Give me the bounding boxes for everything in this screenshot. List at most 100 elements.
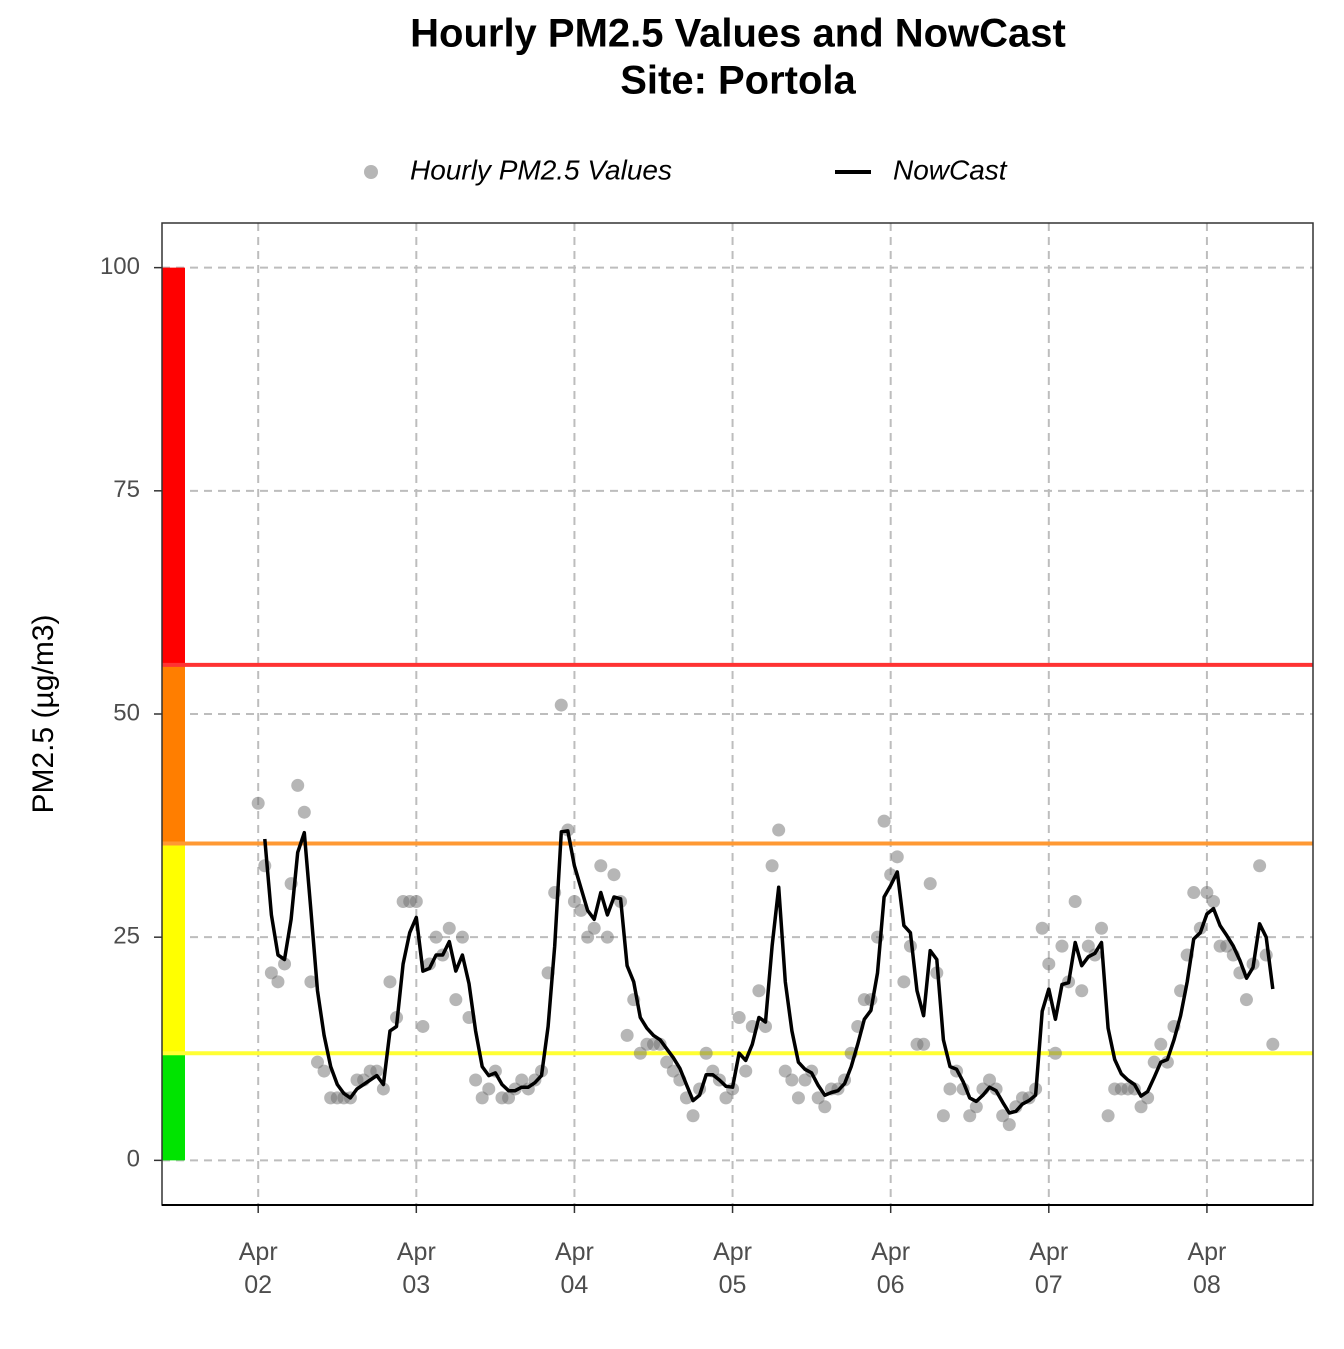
y-tick-label: 75 bbox=[113, 476, 140, 503]
data-point bbox=[607, 868, 621, 882]
legend-symbol bbox=[364, 165, 378, 179]
line bbox=[263, 829, 1275, 1115]
x-tick-label: Apr 08 bbox=[1187, 1238, 1227, 1299]
data-point bbox=[574, 903, 588, 917]
data-point bbox=[600, 930, 614, 944]
legend-label: Hourly PM2.5 Values bbox=[410, 154, 672, 185]
data-point bbox=[376, 1082, 390, 1096]
data-point bbox=[1266, 1037, 1280, 1051]
data-point bbox=[778, 1064, 792, 1078]
data-point bbox=[811, 1091, 825, 1105]
data-point bbox=[620, 1028, 634, 1042]
data-point bbox=[1154, 1037, 1168, 1051]
data-point bbox=[297, 805, 311, 819]
data-point bbox=[482, 1082, 496, 1096]
data-point bbox=[1002, 1118, 1016, 1132]
data-point bbox=[969, 1100, 983, 1114]
data-point bbox=[594, 859, 608, 873]
data-point bbox=[251, 796, 265, 810]
data-point bbox=[554, 698, 568, 712]
data-point bbox=[370, 1064, 384, 1078]
data-point bbox=[1095, 921, 1109, 935]
data-point bbox=[739, 1064, 753, 1078]
data-point bbox=[1042, 957, 1056, 971]
data-point bbox=[890, 850, 904, 864]
aqi-band bbox=[162, 1053, 185, 1161]
data-point bbox=[923, 877, 937, 891]
y-tick-label: 0 bbox=[127, 1146, 140, 1173]
data-point bbox=[409, 894, 423, 908]
data-point bbox=[1134, 1100, 1148, 1114]
data-point bbox=[936, 1109, 950, 1123]
data-point bbox=[502, 1091, 516, 1105]
data-point bbox=[1207, 894, 1221, 908]
data-point bbox=[271, 975, 285, 989]
data-point bbox=[699, 1046, 713, 1060]
data-point bbox=[442, 921, 456, 935]
data-point bbox=[383, 975, 397, 989]
data-point bbox=[310, 1055, 324, 1069]
y-tick-label: 50 bbox=[113, 699, 140, 726]
data-point bbox=[1035, 921, 1049, 935]
data-point bbox=[581, 930, 595, 944]
data-point bbox=[660, 1055, 674, 1069]
data-point bbox=[963, 1109, 977, 1123]
y-tick-label: 100 bbox=[100, 253, 140, 280]
data-point bbox=[1147, 1055, 1161, 1069]
data-point bbox=[752, 984, 766, 998]
data-point bbox=[633, 1046, 647, 1060]
data-point bbox=[1160, 1055, 1174, 1069]
y-axis-label: PM2.5 (µg/m3) bbox=[27, 615, 60, 814]
data-point bbox=[587, 921, 601, 935]
legend-label: NowCast bbox=[893, 154, 1008, 185]
data-point bbox=[429, 930, 443, 944]
data-point bbox=[449, 993, 463, 1007]
data-point bbox=[304, 975, 318, 989]
data-point bbox=[515, 1073, 529, 1087]
aqi-band bbox=[162, 267, 185, 665]
data-point bbox=[1075, 984, 1089, 998]
data-point bbox=[772, 823, 786, 837]
data-point bbox=[291, 778, 305, 792]
x-tick-label: Apr 03 bbox=[396, 1238, 436, 1299]
data-point bbox=[983, 1073, 997, 1087]
data-point bbox=[317, 1064, 331, 1078]
data-point bbox=[1068, 894, 1082, 908]
data-point bbox=[416, 1019, 430, 1033]
data-point bbox=[475, 1091, 489, 1105]
data-point bbox=[785, 1073, 799, 1087]
x-tick-label: Apr 04 bbox=[554, 1238, 594, 1299]
chart-title: Hourly PM2.5 Values and NowCast bbox=[410, 12, 1066, 56]
data-point bbox=[798, 1073, 812, 1087]
data-point bbox=[1055, 939, 1069, 953]
chart-subtitle: Site: Portola bbox=[620, 59, 856, 103]
data-point bbox=[567, 894, 581, 908]
data-point bbox=[686, 1109, 700, 1123]
data-point bbox=[943, 1082, 957, 1096]
aqi-band bbox=[162, 843, 185, 1054]
data-point bbox=[1253, 859, 1267, 873]
data-point bbox=[264, 966, 278, 980]
data-point bbox=[765, 859, 779, 873]
data-point bbox=[469, 1073, 483, 1087]
x-tick-label: Apr 07 bbox=[1029, 1238, 1069, 1299]
data-point bbox=[1101, 1109, 1115, 1123]
data-point bbox=[1048, 1046, 1062, 1060]
data-point bbox=[1200, 886, 1214, 900]
data-point bbox=[278, 957, 292, 971]
x-tick-label: Apr 02 bbox=[238, 1238, 278, 1299]
data-point bbox=[996, 1109, 1010, 1123]
data-point bbox=[917, 1037, 931, 1051]
data-point bbox=[455, 930, 469, 944]
y-tick-label: 25 bbox=[113, 923, 140, 950]
data-point bbox=[759, 1019, 773, 1033]
data-point bbox=[1187, 886, 1201, 900]
x-tick-label: Apr 05 bbox=[713, 1238, 752, 1299]
data-point bbox=[653, 1037, 667, 1051]
data-point bbox=[877, 814, 891, 828]
data-point bbox=[1239, 993, 1253, 1007]
data-point bbox=[732, 1011, 746, 1025]
data-point bbox=[818, 1100, 832, 1114]
